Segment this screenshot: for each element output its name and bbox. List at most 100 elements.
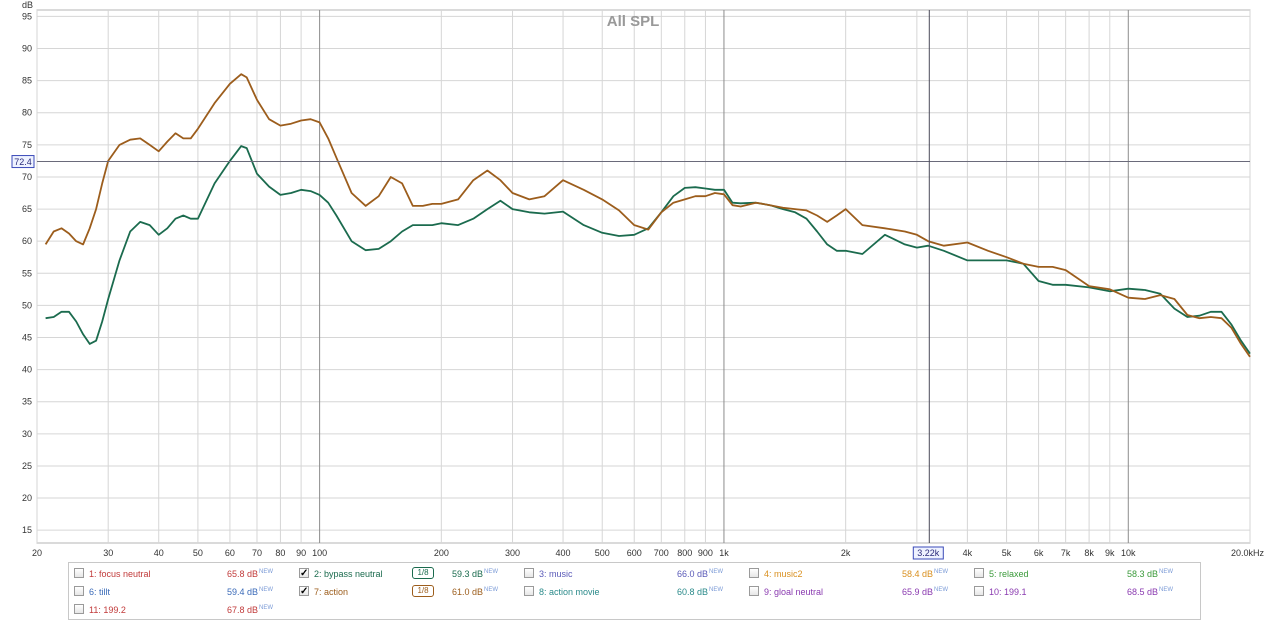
y-tick-label: 75 [22,140,32,150]
y-tick-label: 15 [22,525,32,535]
x-tick-label: 80 [275,548,285,558]
legend-item-value: 65.9 dBNEW [902,587,949,597]
checkbox[interactable] [749,568,759,578]
legend-item-value: 59.4 dBNEW [227,587,274,597]
x-tick-label: 700 [654,548,669,558]
y-tick-label: 80 [22,108,32,118]
legend-item[interactable]: 3: music 66.0 dBNEW [519,565,743,583]
x-tick-label: 20 [32,548,42,558]
legend-item-name: 10: 199.1 [989,587,1027,597]
checkbox[interactable] [74,586,84,596]
legend-item-name: 5: relaxed [989,569,1029,579]
x-tick-label: 7k [1061,548,1071,558]
x-tick-label: 8k [1084,548,1094,558]
new-badge: NEW [1159,587,1174,593]
legend-item-name: 2: bypass neutral [314,569,383,579]
legend-item-value: 58.4 dBNEW [902,569,949,579]
legend-item-name: 6: tillt [89,587,111,597]
y-tick-label: 35 [22,397,32,407]
cursor-y-box [11,155,35,169]
legend-item-name: 9: gloal neutral [764,587,824,597]
x-tick-label: 900 [698,548,713,558]
x-tick-label: 5k [1002,548,1012,558]
legend-item[interactable]: 6: tillt 59.4 dBNEW [69,583,293,601]
new-badge: NEW [1159,569,1174,575]
series-group [44,73,1251,358]
x-tick-label: 4k [963,548,973,558]
smoothing-badge[interactable]: 1/8 [412,585,434,597]
checkbox[interactable] [74,568,84,578]
y-axis-ticks: 95 90 85 80 75 70 65 60 55 50 45 40 35 30 25 20 15 [22,11,32,535]
x-tick-label: 1k [719,548,729,558]
checkbox-checked[interactable]: ✓ [299,586,309,597]
x-tick-label: 20.0kHz [1231,548,1265,558]
legend-item[interactable]: ✓ 2: bypass neutral 1/8 59.3 dBNEW [294,565,518,583]
x-tick-label: 300 [505,548,520,558]
y-unit-label: dB [22,0,33,10]
legend-item-name: 4: music2 [764,569,803,579]
cursor-y-label: 72.4 [14,157,32,167]
new-badge: NEW [934,569,949,575]
legend-item[interactable]: 10: 199.1 68.5 dBNEW [969,583,1193,601]
legend-item-value: 65.8 dBNEW [227,569,274,579]
checkbox[interactable] [74,604,84,614]
y-tick-label: 20 [22,493,32,503]
x-tick-label: 400 [556,548,571,558]
new-badge: NEW [934,587,949,593]
checkbox[interactable] [749,586,759,596]
checkbox[interactable] [524,586,534,596]
new-badge: NEW [259,587,274,593]
x-tick-label: 100 [312,548,327,558]
x-tick-label: 6k [1034,548,1044,558]
legend-item[interactable]: ✓ 7: action 1/8 61.0 dBNEW [294,583,518,601]
new-badge: NEW [484,587,499,593]
y-tick-label: 40 [22,365,32,375]
legend-item-value: 61.0 dBNEW [452,587,499,597]
legend-item-value: 67.8 dBNEW [227,605,274,615]
y-tick-label: 45 [22,333,32,343]
legend-item[interactable]: 1: focus neutral 65.8 dBNEW [69,565,293,583]
legend-item[interactable]: 9: gloal neutral 65.9 dBNEW [744,583,968,601]
y-tick-label: 50 [22,300,32,310]
smoothing-badge[interactable]: 1/8 [412,567,434,579]
new-badge: NEW [709,587,724,593]
new-badge: NEW [259,569,274,575]
checkbox[interactable] [974,568,984,578]
legend-item-value: 59.3 dBNEW [452,569,499,579]
chart-title: All SPL [607,13,660,30]
cursor[interactable]: 72.4 3.22k [11,10,1250,560]
legend-item[interactable]: 4: music2 58.4 dBNEW [744,565,968,583]
legend-item-value: 68.5 dBNEW [1127,587,1174,597]
legend-item-name: 3: music [539,569,573,579]
legend-item[interactable]: 11: 199.2 67.8 dBNEW [69,601,293,619]
spl-chart[interactable]: 95 90 85 80 75 70 65 60 55 50 45 40 35 30 25 20 15 20 30 4… [0,0,1268,560]
x-axis-ticks: 20 30 40 50 60 70 80 90 100 200 300 400 500 600 700 800… [32,548,1264,558]
x-tick-label: 600 [627,548,642,558]
y-tick-label: 95 [22,11,32,21]
y-tick-label: 25 [22,461,32,471]
x-tick-label: 9k [1105,548,1115,558]
legend-item-name: 7: action [314,587,349,597]
series-line-action [44,73,1251,358]
legend-item[interactable]: 8: action movie 60.8 dBNEW [519,583,743,601]
x-tick-label: 500 [595,548,610,558]
checkbox[interactable] [974,586,984,596]
x-tick-label: 800 [677,548,692,558]
new-badge: NEW [484,569,499,575]
legend-item-value: 66.0 dBNEW [677,569,724,579]
x-tick-label: 90 [296,548,306,558]
x-tick-label: 50 [193,548,203,558]
y-tick-label: 60 [22,236,32,246]
x-tick-label: 40 [154,548,164,558]
legend-item[interactable]: 5: relaxed 58.3 dBNEW [969,565,1193,583]
x-tick-label: 70 [252,548,262,558]
x-tick-label: 10k [1121,548,1136,558]
x-tick-label: 30 [103,548,113,558]
x-tick-label: 2k [841,548,851,558]
plot-background [36,9,1251,544]
legend-item-value: 58.3 dBNEW [1127,569,1174,579]
y-tick-label: 90 [22,44,32,54]
checkbox-checked[interactable]: ✓ [299,568,309,579]
y-tick-label: 65 [22,204,32,214]
checkbox[interactable] [524,568,534,578]
